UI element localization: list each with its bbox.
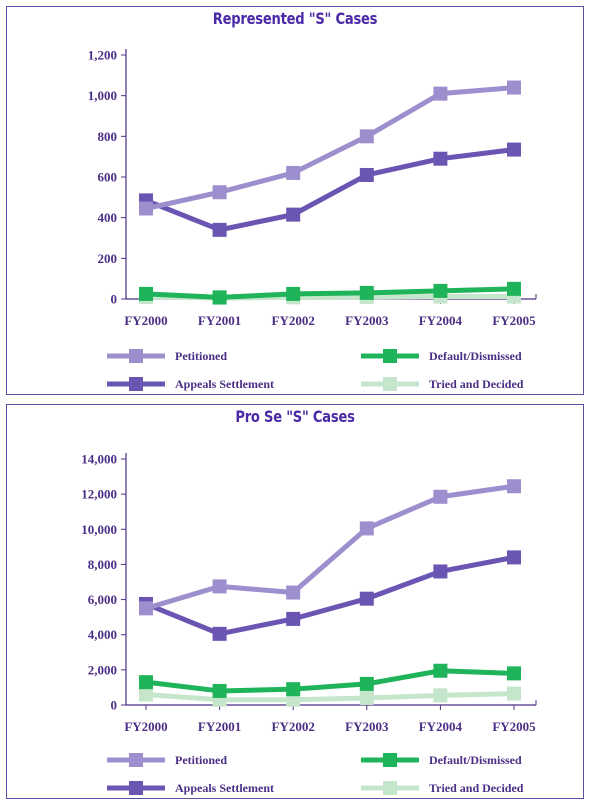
x-tick-label: FY2005 — [492, 719, 536, 734]
data-point — [433, 151, 448, 166]
legend-label: Tried and Decided — [429, 377, 524, 391]
data-point — [286, 165, 301, 180]
legend-swatch-marker — [129, 781, 143, 795]
x-tick-label: FY2004 — [419, 719, 463, 734]
y-tick-label: 10,000 — [81, 522, 117, 537]
data-point — [507, 281, 521, 296]
x-tick-label: FY2002 — [272, 313, 315, 328]
data-point — [286, 585, 301, 600]
data-point — [507, 550, 521, 565]
data-point — [139, 687, 153, 702]
series-line — [145, 147, 515, 233]
legend-swatch-marker — [383, 377, 397, 391]
data-point — [212, 290, 227, 305]
series-line — [145, 668, 515, 694]
chart-title: Pro Se "S" Cases — [235, 407, 355, 426]
chart-title: Represented "S" Cases — [212, 9, 378, 28]
data-point — [433, 564, 448, 579]
legend-label: Default/Dismissed — [429, 753, 522, 767]
data-point — [212, 222, 227, 237]
legend-swatch-marker — [129, 753, 143, 767]
y-tick-label: 4,000 — [88, 627, 117, 642]
data-point — [507, 666, 521, 681]
legend-label: Appeals Settlement — [175, 781, 274, 795]
x-tick-label: FY2003 — [345, 719, 389, 734]
legend-label: Petitioned — [175, 349, 227, 363]
y-tick-label: 6,000 — [88, 592, 117, 607]
legend-label: Tried and Decided — [429, 781, 524, 795]
data-point — [359, 285, 374, 300]
y-tick-label: 12,000 — [81, 487, 117, 502]
y-tick-label: 800 — [98, 129, 118, 144]
data-point — [433, 86, 448, 101]
represented-cases-chart: 0 200 400 600 800 1,000 1,200 FY2000 FY2001 FY200… — [88, 48, 537, 391]
data-point — [507, 479, 521, 494]
data-point — [433, 489, 448, 504]
data-point — [433, 283, 448, 298]
pro-se-cases-chart-panel: Pro Se "S" Cases 0 2,000 4,000 6,000 8,000 10… — [6, 404, 584, 799]
series-line — [145, 286, 515, 300]
data-point — [139, 286, 153, 301]
legend-swatch-marker — [129, 349, 143, 363]
x-tick-label: FY2005 — [492, 313, 536, 328]
data-point — [212, 683, 227, 698]
y-tick-label: 400 — [98, 210, 118, 225]
x-tick-label: FY2004 — [419, 313, 463, 328]
data-point — [359, 676, 374, 691]
x-tick-label: FY2001 — [198, 313, 241, 328]
y-tick-label: 200 — [98, 251, 118, 266]
y-tick-label: 2,000 — [88, 662, 117, 677]
y-tick-label: 0 — [111, 698, 118, 713]
data-point — [286, 611, 301, 626]
series-line — [145, 554, 515, 637]
y-tick-label: 600 — [98, 170, 118, 185]
data-point — [507, 686, 521, 701]
x-tick-label: FY2001 — [198, 719, 241, 734]
data-point — [359, 129, 374, 144]
y-tick-label: 1,200 — [88, 48, 117, 63]
x-tick-label: FY2002 — [272, 719, 315, 734]
data-point — [139, 601, 153, 616]
data-point — [286, 692, 301, 707]
x-tick-label: FY2003 — [345, 313, 389, 328]
data-point — [212, 626, 227, 641]
data-point — [139, 201, 153, 216]
legend-swatch-marker — [383, 349, 397, 363]
data-point — [286, 682, 301, 697]
data-point — [359, 591, 374, 606]
data-point — [359, 521, 374, 536]
y-tick-label: 14,000 — [81, 452, 117, 467]
y-tick-label: 0 — [111, 292, 118, 307]
series-line — [145, 85, 515, 211]
data-point — [359, 690, 374, 705]
series-line — [145, 483, 515, 611]
y-tick-label: 8,000 — [88, 557, 117, 572]
data-point — [433, 663, 448, 678]
data-point — [507, 80, 521, 95]
legend-label: Default/Dismissed — [429, 349, 522, 363]
data-point — [359, 167, 374, 182]
legend-swatch-marker — [383, 753, 397, 767]
series-line — [145, 691, 515, 703]
data-point — [139, 675, 153, 690]
legend-swatch-marker — [383, 781, 397, 795]
x-tick-label: FY2000 — [124, 719, 167, 734]
legend-label: Appeals Settlement — [175, 377, 274, 391]
pro-se-cases-chart: 0 2,000 4,000 6,000 8,000 10,000 12,000 14,000 F… — [81, 452, 537, 795]
data-point — [433, 688, 448, 703]
represented-cases-chart-panel: Represented "S" Cases 0 200 400 600 800 1,000… — [6, 6, 584, 395]
legend-label: Petitioned — [175, 753, 227, 767]
legend-swatch-marker — [129, 377, 143, 391]
data-point — [507, 142, 521, 157]
x-tick-label: FY2000 — [124, 313, 167, 328]
data-point — [212, 579, 227, 594]
y-tick-label: 1,000 — [88, 88, 117, 103]
data-point — [286, 286, 301, 301]
data-point — [286, 207, 301, 222]
data-point — [212, 185, 227, 200]
